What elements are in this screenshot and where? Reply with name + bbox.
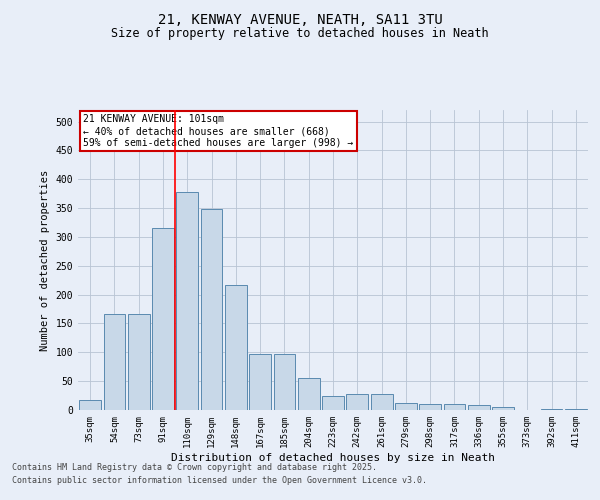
Bar — [104, 314, 125, 410]
Bar — [468, 406, 490, 410]
Text: Contains public sector information licensed under the Open Government Licence v3: Contains public sector information licen… — [12, 476, 427, 485]
Bar — [492, 407, 514, 410]
Bar — [249, 354, 271, 410]
Bar — [395, 402, 417, 410]
Bar — [128, 314, 149, 410]
Bar — [176, 192, 198, 410]
Bar — [443, 404, 466, 410]
Bar — [322, 396, 344, 410]
Bar — [371, 394, 392, 410]
Y-axis label: Number of detached properties: Number of detached properties — [40, 170, 50, 350]
Text: Contains HM Land Registry data © Crown copyright and database right 2025.: Contains HM Land Registry data © Crown c… — [12, 464, 377, 472]
Bar — [346, 394, 368, 410]
X-axis label: Distribution of detached houses by size in Neath: Distribution of detached houses by size … — [171, 452, 495, 462]
Bar — [298, 378, 320, 410]
Text: 21, KENWAY AVENUE, NEATH, SA11 3TU: 21, KENWAY AVENUE, NEATH, SA11 3TU — [158, 12, 442, 26]
Bar — [152, 228, 174, 410]
Bar — [200, 209, 223, 410]
Text: 21 KENWAY AVENUE: 101sqm
← 40% of detached houses are smaller (668)
59% of semi-: 21 KENWAY AVENUE: 101sqm ← 40% of detach… — [83, 114, 353, 148]
Bar — [225, 285, 247, 410]
Bar — [274, 354, 295, 410]
Bar — [541, 409, 562, 410]
Bar — [565, 409, 587, 410]
Bar — [79, 400, 101, 410]
Text: Size of property relative to detached houses in Neath: Size of property relative to detached ho… — [111, 28, 489, 40]
Bar — [419, 404, 441, 410]
